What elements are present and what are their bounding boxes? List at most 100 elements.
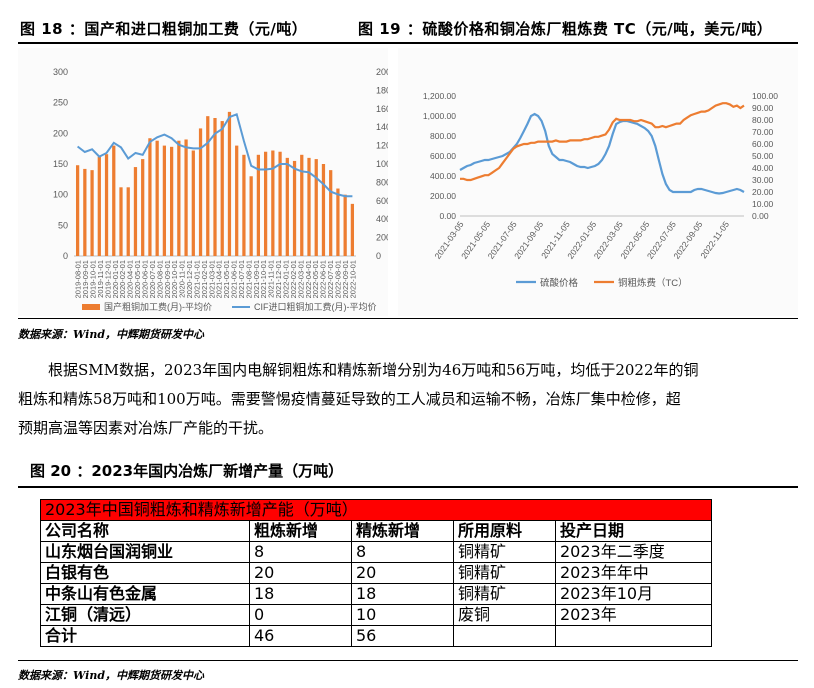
y-right-tick-label: 2000 (376, 67, 388, 77)
y-right-tick-label: 0 (376, 251, 381, 261)
bar (271, 150, 275, 256)
x-tick-label: 2022-10-01 (348, 260, 357, 298)
y-right-tick-label: 1200 (376, 141, 388, 151)
x-tick-label: 2021-09-01 (252, 260, 261, 298)
cell: 2023年10月 (555, 583, 712, 605)
y-right-tick-label: 50.00 (752, 151, 774, 161)
x-tick-label: 2021-02-01 (200, 260, 209, 298)
y-right-tick-label: 20.00 (752, 187, 774, 197)
x-tick-label: 2021-08-01 (244, 260, 253, 298)
x-tick-label: 2022-08-01 (333, 260, 342, 298)
cell: 中条山有色金属 (40, 583, 250, 605)
bar (314, 159, 318, 256)
y-right-tick-label: 1400 (376, 122, 388, 132)
cell: 20 (249, 562, 352, 584)
chart-bottom-rule (18, 318, 798, 319)
x-tick-label: 2019-12-01 (103, 260, 112, 298)
x-tick-label: 2020-09-01 (163, 260, 172, 298)
x-tick-label: 2021-10-01 (259, 260, 268, 298)
bar (292, 160, 297, 256)
x-tick-label: 2021-11-01 (267, 260, 276, 298)
legend-label-cif: CIF进口粗铜加工费(月)-平均价 (254, 301, 377, 312)
bar (206, 116, 210, 256)
x-tick-label: 2019-09-01 (81, 260, 90, 298)
x-tick-label: 2022-01-01 (282, 260, 291, 298)
paragraph-line: 粗炼和精炼58万吨和100万吨。需要警惕疫情蔓延导致的工人减员和运输不畅，冶炼厂… (18, 390, 681, 408)
x-tick-label: 2021-04-01 (215, 260, 224, 298)
bar (285, 157, 289, 256)
y-left-tick-label: 150 (53, 159, 68, 169)
bar (133, 167, 138, 256)
y-left-tick-label: 400.00 (430, 171, 456, 181)
cell: 18 (351, 583, 454, 605)
cell: 2023年 (555, 604, 712, 626)
bar (148, 138, 152, 256)
y-right-tick-label: 600 (376, 196, 388, 206)
table-title: 2023年中国铜粗炼和精炼新增产能（万吨） (40, 499, 712, 521)
y-right-tick-label: 0.00 (752, 211, 769, 221)
y-left-tick-label: 0.00 (439, 211, 456, 221)
y-left-tick-label: 100 (53, 190, 68, 200)
table-row: 合计 46 56 (40, 625, 712, 647)
top-rule (18, 42, 798, 44)
fig20-rule (18, 486, 798, 488)
bar (126, 187, 130, 256)
fig18-chart: 0 50 100 150 200 250 300 0 200 400 600 800 1000 1200 1… (53, 67, 396, 312)
series-line-sulfuric-acid (459, 112, 745, 195)
x-tick-label: 2020-02-01 (118, 260, 127, 298)
x-tick-label: 2021-12-01 (274, 260, 283, 298)
x-tick-label: 2021-07-01 (237, 260, 246, 298)
x-tick-label: 2020-12-01 (185, 260, 194, 298)
bar (235, 145, 239, 256)
bar (104, 154, 109, 256)
cell: 20 (351, 562, 454, 584)
legend-label-sulfuric-acid: 硫酸价格 (540, 277, 579, 289)
y-right-tick-label: 800 (376, 177, 388, 187)
x-tick-label: 2020-10-01 (170, 260, 179, 298)
bar (220, 121, 224, 256)
bar (300, 154, 304, 256)
fig20-title: 图 20 ：2023年国内冶炼厂新增产量（万吨） (30, 462, 344, 480)
x-tick-label: 2021-05-01 (222, 260, 231, 298)
y-right-tick-label: 400 (376, 214, 388, 224)
table-row: 中条山有色金属 18 18 铜精矿 2023年10月 (40, 583, 712, 605)
cell: 铜精矿 (453, 562, 556, 584)
bar (112, 145, 116, 256)
x-tick-label: 2022-03-01 (296, 260, 305, 298)
bar (75, 165, 80, 256)
bar (177, 140, 181, 256)
table-row: 山东烟台国润铜业 8 8 铜精矿 2023年二季度 (40, 541, 712, 563)
cell (453, 625, 556, 647)
bar (83, 168, 87, 256)
source-note-1: 数据来源：Wind，中辉期货研发中心 (18, 328, 205, 341)
y-right-tick-label: 1000 (376, 159, 388, 169)
bar (321, 164, 326, 256)
cell: 合计 (40, 625, 250, 647)
cell: 江铜（清远） (40, 604, 250, 626)
bar (169, 146, 174, 256)
cell: 白银有色 (40, 562, 250, 584)
bar (90, 170, 94, 256)
bar (162, 145, 167, 256)
y-right-tick-label: 100.00 (752, 91, 778, 101)
cell: 2023年二季度 (555, 541, 712, 563)
y-right-tick-label: 90.00 (752, 103, 774, 113)
y-right-tick-label: 80.00 (752, 115, 774, 125)
x-tick-label: 2022-07-01 (326, 260, 335, 298)
bar (155, 140, 159, 256)
bar (97, 156, 101, 256)
cell: 山东烟台国润铜业 (40, 541, 250, 563)
source-note-2: 数据来源：Wind，中辉期货研发中心 (18, 669, 205, 682)
bottom-rule (18, 660, 798, 661)
cell (555, 625, 712, 647)
y-right-tick-label: 200 (376, 233, 388, 243)
x-tick-label: 2021-06-01 (230, 260, 239, 298)
bar (184, 139, 188, 256)
x-tick-label: 2019-11-01 (96, 260, 105, 298)
cell: 0 (249, 604, 352, 626)
bar (191, 150, 195, 256)
legend-label-domestic: 国产粗铜加工费(月)-平均价 (104, 301, 212, 312)
paragraph-line: 根据SMM数据，2023年国内电解铜粗炼和精炼新增分别为46万吨和56万吨，均低… (48, 361, 699, 379)
fig19-panel: 0.00 200.00 400.00 600.00 800.00 1,000.00 1,20… (398, 48, 798, 316)
x-tick-label: 2019-10-01 (89, 260, 98, 298)
